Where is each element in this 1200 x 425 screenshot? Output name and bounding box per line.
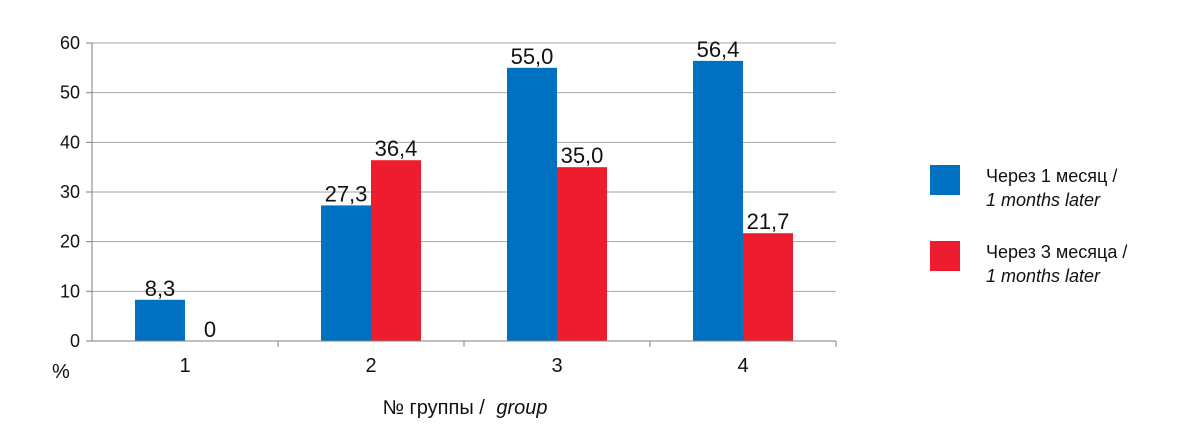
- x-category-label: 3: [551, 355, 562, 377]
- legend-label: Через 3 месяца /: [986, 242, 1127, 262]
- data-label: 21,7: [747, 209, 790, 234]
- legend-label: Через 1 месяц /: [986, 166, 1117, 186]
- y-tick-label: 0: [70, 331, 80, 351]
- x-category-label: 4: [737, 355, 748, 377]
- y-tick-label: 20: [60, 232, 80, 252]
- bar: [557, 167, 607, 341]
- legend: Через 1 месяц / 1 months later Через 3 мес…: [930, 165, 1127, 286]
- bar: [743, 233, 793, 341]
- y-tick-label: 50: [60, 83, 80, 103]
- data-label: 55,0: [511, 44, 554, 69]
- y-unit-label: %: [52, 361, 70, 383]
- data-label: 0: [204, 317, 216, 342]
- data-label: 36,4: [375, 136, 418, 161]
- x-axis-title: № группы / group: [382, 397, 547, 419]
- bar: [693, 60, 743, 341]
- legend-swatch: [930, 165, 960, 195]
- bar: [507, 67, 557, 341]
- data-label: 27,3: [325, 181, 368, 206]
- bar: [135, 299, 185, 341]
- y-tick-label: 10: [60, 281, 80, 301]
- data-label: 56,4: [697, 37, 740, 62]
- bar: [321, 205, 371, 341]
- legend-label-en: 1 months later: [986, 190, 1101, 210]
- y-tick-label: 40: [60, 132, 80, 152]
- axes: 0 10 20 30 40 50 60 1 2 3 4: [60, 33, 837, 377]
- x-axis-title-en: group: [496, 397, 547, 419]
- y-tick-label: 60: [60, 33, 80, 53]
- x-category-label: 2: [365, 355, 376, 377]
- bar: [371, 160, 421, 341]
- data-label: 35,0: [561, 143, 604, 168]
- data-labels: 8,3 0 27,3 36,4 55,0 35,0 56,4 21,7: [145, 37, 790, 342]
- legend-swatch: [930, 241, 960, 271]
- x-axis-title-ru: № группы /: [382, 397, 485, 419]
- bars: [135, 60, 793, 341]
- y-tick-label: 30: [60, 182, 80, 202]
- data-label: 8,3: [145, 276, 176, 301]
- x-category-label: 1: [179, 355, 190, 377]
- legend-label-en: 1 months later: [986, 266, 1101, 286]
